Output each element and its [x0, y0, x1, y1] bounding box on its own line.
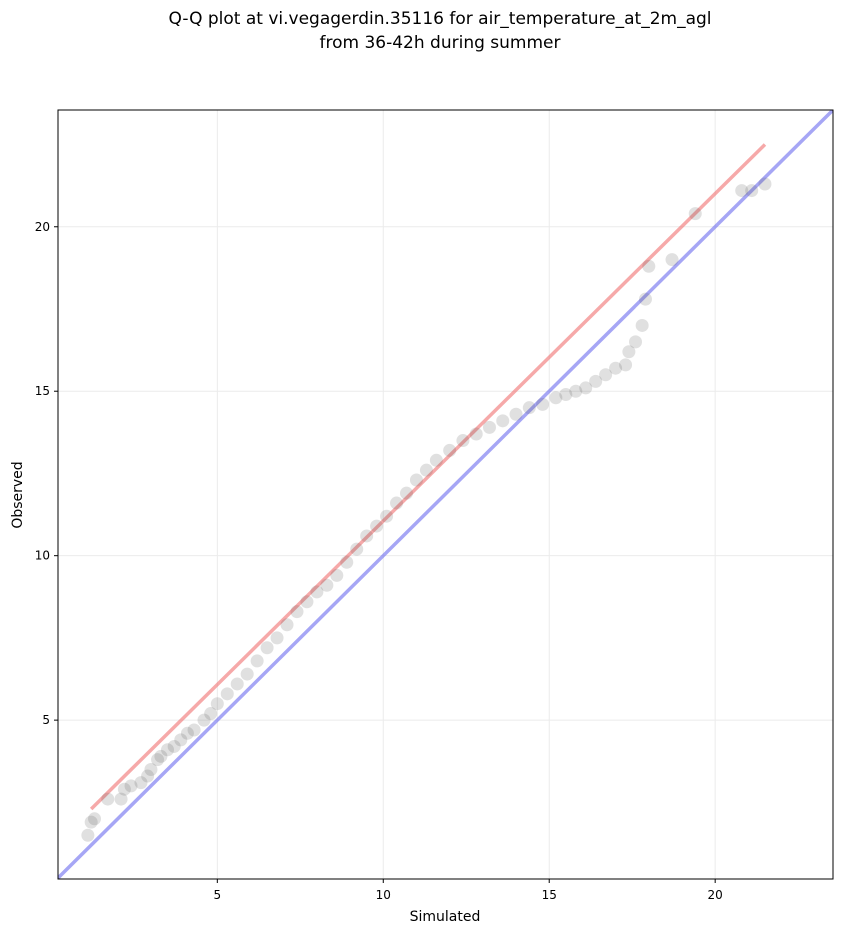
point — [745, 184, 759, 198]
point — [124, 779, 138, 793]
point — [88, 812, 102, 826]
point — [758, 177, 772, 191]
point — [469, 427, 483, 441]
point — [380, 509, 394, 523]
x-axis-label: Simulated — [410, 909, 481, 925]
point — [569, 384, 583, 398]
point — [579, 381, 593, 395]
point — [370, 519, 384, 533]
point — [197, 713, 211, 727]
point — [280, 618, 294, 632]
point — [622, 345, 636, 359]
point — [409, 473, 423, 487]
y-tick-label: 10 — [35, 549, 50, 563]
point — [250, 654, 264, 668]
chart-title: Q-Q plot at vi.vegagerdin.35116 for air_… — [168, 9, 711, 29]
grid — [58, 110, 833, 879]
point — [187, 723, 201, 737]
reference-line — [89, 143, 767, 811]
point — [144, 762, 158, 776]
point — [240, 667, 254, 681]
plot-area — [58, 110, 833, 879]
point — [117, 782, 131, 796]
point — [609, 361, 623, 375]
point — [482, 420, 496, 434]
point — [290, 605, 304, 619]
point — [230, 677, 244, 691]
point — [134, 776, 148, 790]
point — [536, 397, 550, 411]
x-tick-label: 10 — [376, 888, 391, 902]
point — [599, 368, 613, 382]
y-tick-label: 20 — [35, 220, 50, 234]
point — [456, 434, 470, 448]
point — [320, 578, 334, 592]
point — [642, 259, 656, 273]
point — [151, 753, 165, 767]
point — [390, 496, 404, 510]
point — [360, 529, 374, 543]
point — [350, 542, 364, 556]
y-axis-label: Observed — [10, 461, 26, 528]
point — [522, 401, 536, 415]
point — [101, 792, 115, 806]
chart-title: from 36-42h during summer — [320, 33, 561, 53]
point — [638, 292, 652, 306]
point — [629, 335, 643, 349]
point — [300, 595, 314, 609]
point — [161, 743, 175, 757]
y-tick-label: 5 — [42, 713, 50, 727]
point — [174, 733, 188, 747]
x-tick-label: 15 — [542, 888, 557, 902]
reference-line — [58, 110, 833, 879]
point — [210, 697, 224, 711]
point — [81, 828, 95, 842]
point — [496, 414, 510, 428]
point — [429, 453, 443, 467]
point — [443, 443, 457, 457]
point — [340, 555, 354, 569]
point — [619, 358, 633, 372]
axes-frame — [57, 109, 834, 880]
point — [154, 749, 168, 763]
x-tick-label: 5 — [213, 888, 221, 902]
point — [310, 585, 324, 599]
point — [400, 486, 414, 500]
point — [589, 374, 603, 388]
point — [114, 792, 128, 806]
point — [167, 739, 181, 753]
point — [509, 407, 523, 421]
point — [559, 388, 573, 402]
point — [141, 769, 155, 783]
point — [688, 207, 702, 221]
point — [180, 726, 194, 740]
y-tick-label: 15 — [35, 384, 50, 398]
x-tick-label: 20 — [708, 888, 723, 902]
point — [330, 568, 344, 582]
point — [220, 687, 234, 701]
point — [84, 815, 98, 829]
point — [549, 391, 563, 405]
point — [635, 318, 649, 332]
point — [270, 631, 284, 645]
point — [665, 253, 679, 267]
point — [735, 184, 749, 198]
point — [260, 641, 274, 655]
point — [204, 707, 218, 721]
point — [419, 463, 433, 477]
